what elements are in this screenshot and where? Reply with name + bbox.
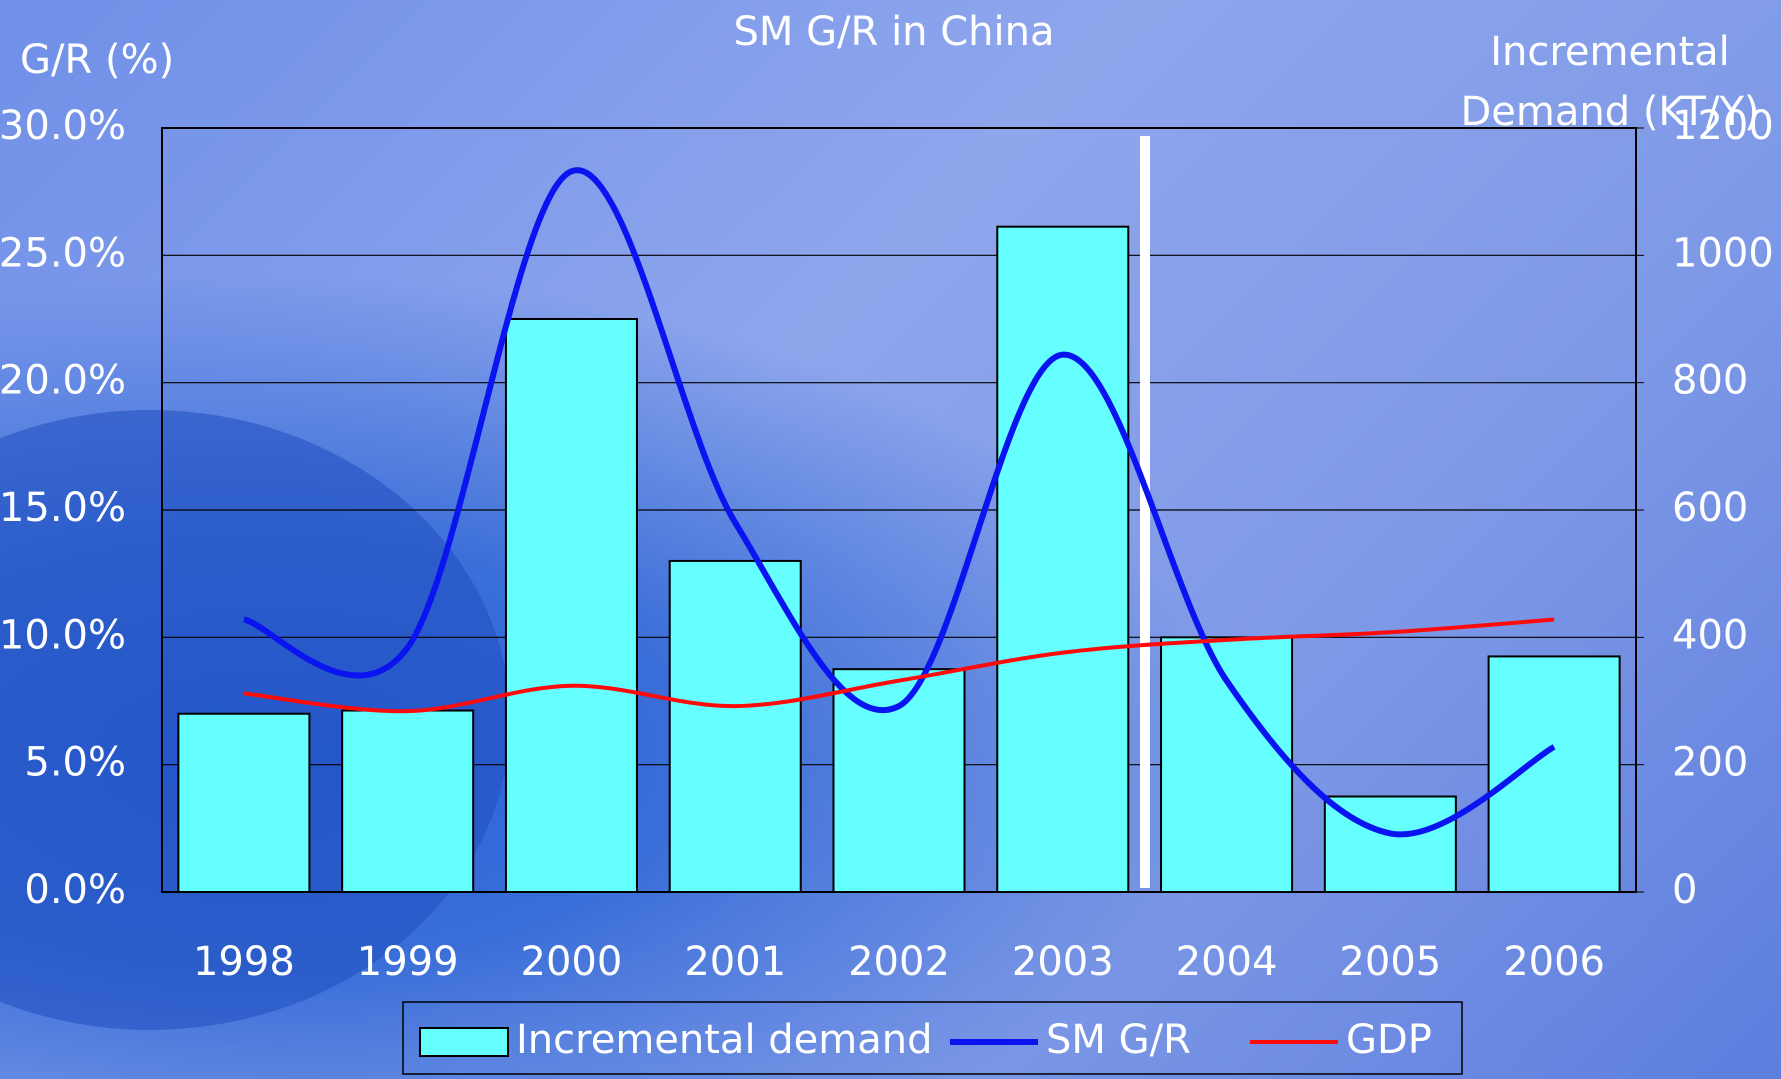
legend-label: Incremental demand [516, 1017, 932, 1063]
y2-tick-label: 0 [1672, 867, 1697, 913]
y2-tick-label: 400 [1672, 612, 1748, 658]
legend-label: SM G/R [1046, 1017, 1191, 1063]
y-tick-label: 30.0% [0, 103, 126, 149]
bar [1487, 655, 1621, 894]
y2-tick-label: 800 [1672, 358, 1748, 404]
y-tick-label: 5.0% [24, 740, 126, 786]
y2-tick-label: 200 [1672, 740, 1748, 786]
y-tick-label: 10.0% [0, 612, 126, 658]
x-tick-label: 1998 [193, 939, 295, 985]
y2-tick-label: 1000 [1672, 230, 1774, 276]
y-tick-label: 20.0% [0, 358, 126, 404]
x-tick-label: 2005 [1339, 939, 1441, 985]
x-tick-label: 2000 [521, 939, 623, 985]
y-tick-label: 25.0% [0, 230, 126, 276]
y2-tick-label: 1200 [1672, 103, 1774, 149]
legend-swatch [419, 1027, 509, 1057]
bar [832, 668, 966, 894]
legend-box [402, 1001, 1463, 1075]
x-tick-label: 1999 [357, 939, 459, 985]
bar [177, 712, 311, 893]
line [243, 167, 1556, 838]
y2-axis-label: Incremental Demand (KT/Y) [1460, 29, 1760, 135]
x-tick-label: 2002 [848, 939, 950, 985]
bar [996, 225, 1130, 893]
bar [668, 559, 802, 894]
legend-label: GDP [1346, 1017, 1432, 1063]
y-tick-label: 0.0% [24, 867, 126, 913]
line [243, 617, 1555, 714]
y-tick-label: 15.0% [0, 485, 126, 531]
x-tick-label: 2004 [1176, 939, 1278, 985]
x-tick-label: 2006 [1503, 939, 1605, 985]
x-tick-label: 2001 [684, 939, 786, 985]
bar [504, 318, 638, 893]
bar [341, 709, 475, 893]
y2-tick-label: 600 [1672, 485, 1748, 531]
y-axis-label: G/R (%) [20, 37, 174, 83]
x-tick-label: 2003 [1012, 939, 1114, 985]
chart-title: SM G/R in China [733, 9, 1054, 55]
